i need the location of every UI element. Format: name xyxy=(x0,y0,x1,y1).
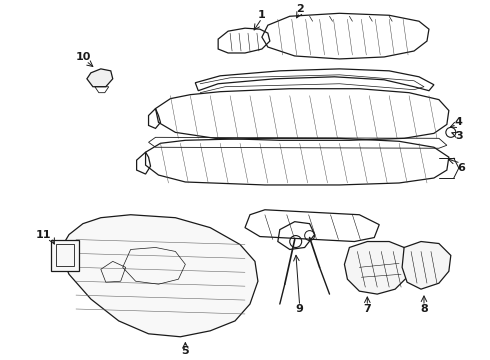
Text: 8: 8 xyxy=(420,304,428,314)
Polygon shape xyxy=(87,69,113,87)
Text: 1: 1 xyxy=(258,10,266,20)
Polygon shape xyxy=(59,215,258,337)
Text: 9: 9 xyxy=(296,304,304,314)
Text: 2: 2 xyxy=(296,4,304,14)
Polygon shape xyxy=(402,242,451,289)
Text: 3: 3 xyxy=(455,131,463,141)
FancyBboxPatch shape xyxy=(51,239,79,271)
Text: 7: 7 xyxy=(364,304,371,314)
Text: 6: 6 xyxy=(457,163,465,173)
Polygon shape xyxy=(344,242,411,294)
Text: 5: 5 xyxy=(181,346,189,356)
Text: 11: 11 xyxy=(35,230,51,239)
Text: 10: 10 xyxy=(75,52,91,62)
Text: 4: 4 xyxy=(455,117,463,127)
